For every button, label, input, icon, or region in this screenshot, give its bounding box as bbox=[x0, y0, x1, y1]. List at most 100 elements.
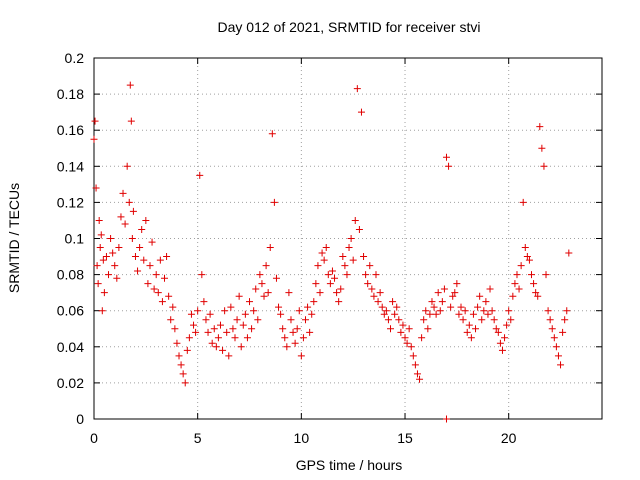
data-point bbox=[459, 316, 467, 324]
data-point bbox=[156, 256, 164, 264]
y-tick-label: 0.1 bbox=[65, 231, 85, 247]
data-point bbox=[297, 352, 305, 360]
data-point bbox=[335, 298, 343, 306]
data-point bbox=[351, 216, 359, 224]
data-point bbox=[121, 220, 129, 228]
data-point bbox=[179, 370, 187, 378]
data-point bbox=[362, 271, 370, 279]
data-point bbox=[469, 310, 477, 318]
data-point bbox=[308, 310, 316, 318]
data-point bbox=[125, 198, 133, 206]
data-point bbox=[97, 231, 105, 239]
data-point bbox=[250, 307, 258, 315]
data-point bbox=[301, 316, 309, 324]
data-point bbox=[532, 289, 540, 297]
data-point bbox=[266, 244, 274, 252]
data-point bbox=[175, 352, 183, 360]
data-point bbox=[536, 123, 544, 131]
data-point bbox=[457, 303, 465, 311]
data-point bbox=[285, 289, 293, 297]
data-point bbox=[422, 307, 430, 315]
data-point bbox=[401, 334, 409, 342]
data-point bbox=[372, 271, 380, 279]
data-point bbox=[235, 292, 243, 300]
data-point bbox=[136, 244, 144, 252]
data-point bbox=[239, 321, 247, 329]
data-point bbox=[517, 262, 525, 270]
data-point bbox=[540, 162, 548, 170]
data-point bbox=[449, 292, 457, 300]
data-point bbox=[418, 334, 426, 342]
data-point bbox=[119, 189, 127, 197]
data-point bbox=[115, 244, 123, 252]
x-tick-label: 10 bbox=[294, 430, 310, 446]
data-point bbox=[208, 339, 216, 347]
data-point bbox=[447, 303, 455, 311]
data-point bbox=[221, 307, 229, 315]
data-point bbox=[227, 303, 235, 311]
data-point bbox=[436, 307, 444, 315]
data-point bbox=[268, 130, 276, 138]
data-point bbox=[399, 321, 407, 329]
data-point bbox=[90, 135, 98, 143]
data-point bbox=[501, 334, 509, 342]
data-point bbox=[461, 307, 469, 315]
data-point bbox=[142, 216, 150, 224]
data-point bbox=[509, 292, 517, 300]
data-point bbox=[355, 225, 363, 233]
data-point bbox=[231, 334, 239, 342]
data-point bbox=[102, 253, 110, 261]
data-point bbox=[486, 285, 494, 293]
data-point bbox=[364, 280, 372, 288]
data-point bbox=[513, 271, 521, 279]
data-point bbox=[403, 339, 411, 347]
data-point bbox=[565, 249, 573, 257]
data-point bbox=[424, 325, 432, 333]
data-point bbox=[183, 346, 191, 354]
data-point bbox=[95, 216, 103, 224]
data-point bbox=[98, 307, 106, 315]
data-point bbox=[345, 244, 353, 252]
data-point bbox=[316, 289, 324, 297]
data-point bbox=[442, 415, 450, 423]
data-point bbox=[474, 303, 482, 311]
data-point bbox=[393, 303, 401, 311]
data-point bbox=[128, 235, 136, 242]
data-point bbox=[264, 289, 272, 297]
data-point bbox=[212, 343, 220, 351]
data-points bbox=[90, 81, 573, 423]
data-point bbox=[160, 274, 168, 282]
data-point bbox=[380, 310, 388, 318]
data-point bbox=[416, 375, 424, 383]
data-point bbox=[478, 316, 486, 324]
data-point bbox=[440, 285, 448, 293]
data-point bbox=[550, 334, 558, 342]
data-point bbox=[557, 361, 565, 369]
data-point bbox=[113, 274, 121, 282]
data-point bbox=[252, 285, 260, 293]
data-point bbox=[223, 328, 231, 336]
data-point bbox=[177, 361, 185, 369]
data-point bbox=[92, 184, 100, 192]
y-tick-label: 0.16 bbox=[57, 122, 84, 138]
data-point bbox=[490, 316, 498, 324]
data-point bbox=[167, 316, 175, 324]
data-point bbox=[519, 198, 527, 206]
data-point bbox=[237, 343, 245, 351]
data-point bbox=[395, 316, 403, 324]
data-point bbox=[420, 316, 428, 324]
y-tick-label: 0 bbox=[76, 411, 84, 427]
grid-lines bbox=[94, 58, 602, 419]
data-point bbox=[382, 307, 390, 315]
data-point bbox=[563, 307, 571, 315]
data-point bbox=[196, 171, 204, 179]
data-point bbox=[511, 280, 519, 288]
data-point bbox=[357, 108, 365, 116]
data-point bbox=[289, 328, 297, 336]
data-point bbox=[374, 298, 382, 306]
data-point bbox=[105, 271, 113, 279]
data-point bbox=[163, 253, 171, 261]
data-point bbox=[465, 321, 473, 329]
data-point bbox=[150, 285, 158, 293]
data-point bbox=[158, 298, 166, 306]
